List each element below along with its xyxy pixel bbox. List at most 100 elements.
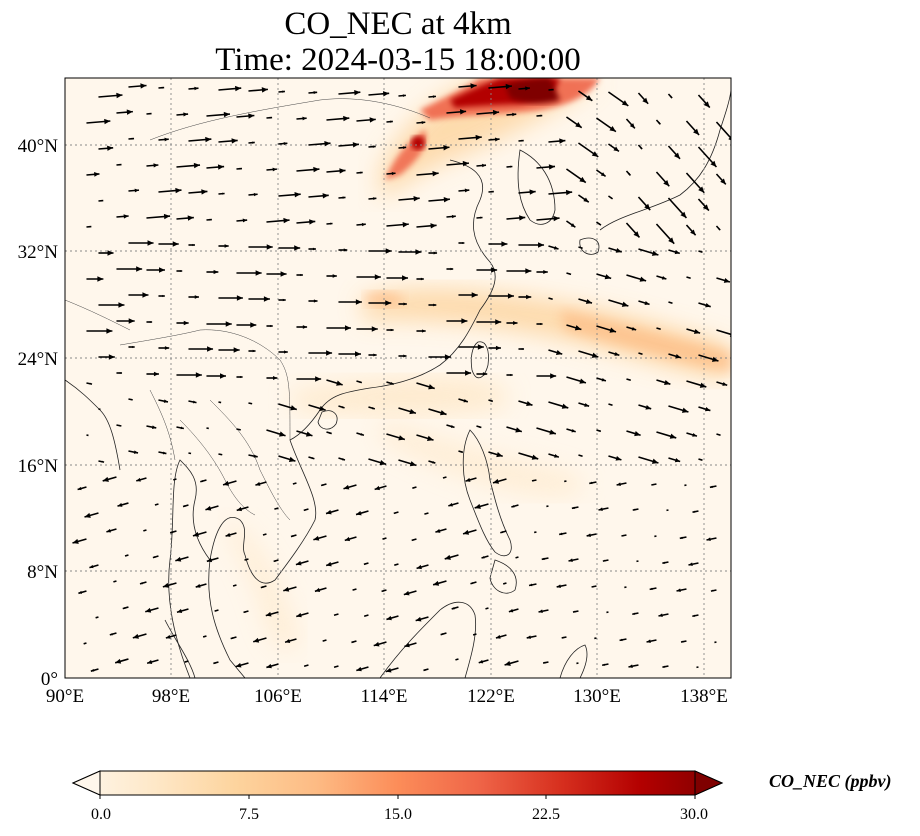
wind-arrowhead bbox=[313, 91, 318, 95]
wind-arrowhead bbox=[539, 114, 543, 117]
wind-arrowhead bbox=[464, 188, 470, 193]
border-myanmar bbox=[149, 389, 176, 461]
coastline-mindanao bbox=[489, 559, 517, 594]
wind-arrowhead bbox=[432, 170, 439, 177]
wind-arrowhead bbox=[621, 301, 629, 307]
wind-arrowhead bbox=[209, 218, 212, 221]
wind-arrowhead bbox=[432, 95, 436, 98]
wind-arrowhead bbox=[265, 611, 272, 617]
border-china-south bbox=[119, 329, 291, 441]
wind-arrowhead bbox=[194, 295, 199, 299]
wind-arrow bbox=[715, 121, 731, 140]
wind-arrowhead bbox=[282, 90, 285, 93]
wind-arrowhead bbox=[255, 481, 261, 486]
border-india bbox=[65, 299, 131, 331]
wind-arrowhead bbox=[646, 639, 651, 643]
wind-arrowhead bbox=[461, 318, 468, 324]
lon-tick-label: 122°E bbox=[467, 686, 515, 707]
wind-arrowhead bbox=[500, 530, 504, 534]
wind-arrowhead bbox=[360, 171, 363, 174]
border-laos-vietnam bbox=[209, 399, 291, 521]
wind-arrowhead bbox=[435, 528, 441, 533]
wind-arrowhead bbox=[195, 583, 201, 588]
wind-arrowhead bbox=[305, 431, 313, 437]
colorbar bbox=[71, 770, 724, 799]
wind-arrowhead bbox=[510, 373, 513, 377]
wind-arrowhead bbox=[302, 325, 308, 329]
wind-arrowhead bbox=[270, 324, 273, 328]
wind-arrowhead bbox=[371, 407, 375, 410]
wind-arrowhead bbox=[688, 277, 691, 279]
wind-arrowhead bbox=[495, 319, 502, 325]
wind-arrowhead bbox=[621, 100, 629, 106]
wind-arrowhead bbox=[485, 607, 487, 610]
wind-arrowhead bbox=[236, 295, 243, 301]
wind-arrowhead bbox=[636, 560, 638, 562]
wind-arrowhead bbox=[495, 634, 501, 639]
wind-arrowhead bbox=[398, 435, 405, 441]
wind-arrowhead bbox=[692, 433, 697, 437]
wind-arrowhead bbox=[283, 217, 290, 224]
wind-arrowhead bbox=[479, 426, 482, 428]
wind-arrowhead bbox=[149, 320, 153, 324]
wind-arrowhead bbox=[531, 479, 534, 482]
wind-arrowhead bbox=[252, 141, 255, 144]
coastline-sumatra bbox=[164, 619, 196, 678]
wind-arrowhead bbox=[108, 354, 115, 360]
figure-title-line2: Time: 2024-03-15 18:00:00 bbox=[215, 42, 581, 78]
wind-arrowhead bbox=[628, 379, 631, 381]
wind-arrowhead bbox=[143, 529, 145, 532]
lat-tick-label: 32°N bbox=[18, 242, 59, 263]
wind-arrowhead bbox=[128, 318, 135, 324]
wind-arrowhead bbox=[288, 456, 296, 462]
wind-arrowhead bbox=[117, 502, 123, 507]
wind-arrowhead bbox=[614, 352, 620, 356]
wind-arrowhead bbox=[312, 247, 316, 251]
wind-arrowhead bbox=[633, 231, 640, 238]
wind-arrowhead bbox=[475, 134, 482, 141]
wind-arrowhead bbox=[585, 95, 593, 101]
wind-arrowhead bbox=[266, 244, 273, 250]
lat-tick-label: 0° bbox=[41, 669, 58, 690]
wind-arrowhead bbox=[568, 558, 573, 562]
wind-arrowhead bbox=[255, 270, 262, 276]
wind-arrowhead bbox=[233, 347, 240, 353]
wind-arrowhead bbox=[356, 510, 362, 516]
wind-arrowhead bbox=[122, 606, 126, 610]
wind-arrowhead bbox=[132, 633, 139, 639]
wind-arrowhead bbox=[403, 302, 407, 306]
wind-arrowhead bbox=[415, 249, 422, 255]
wind-arrowhead bbox=[645, 405, 652, 410]
wind-arrowhead bbox=[421, 120, 426, 125]
wind-arrowhead bbox=[459, 109, 467, 115]
wind-arrowhead bbox=[217, 164, 225, 170]
wind-arrowhead bbox=[311, 457, 315, 460]
wind-arrowhead bbox=[684, 484, 686, 486]
wind-arrowhead bbox=[162, 582, 170, 588]
plume-east-china-sea-core bbox=[560, 310, 731, 372]
wind-arrowhead bbox=[139, 581, 143, 585]
lat-tick-label: 40°N bbox=[18, 136, 59, 157]
plume-maximum bbox=[505, 78, 560, 104]
wind-arrowhead bbox=[639, 146, 643, 150]
wind-arrowhead bbox=[193, 400, 197, 404]
wind-arrowhead bbox=[512, 112, 517, 117]
wind-arrowhead bbox=[173, 478, 175, 481]
wind-arrowhead bbox=[183, 320, 189, 326]
wind-arrowhead bbox=[584, 403, 590, 407]
wind-arrowhead bbox=[681, 640, 684, 643]
wind-arrowhead bbox=[576, 662, 578, 664]
wind-arrowhead bbox=[203, 635, 205, 638]
colorbar-tick-label: 0.0 bbox=[91, 806, 111, 823]
wind-arrowhead bbox=[580, 455, 583, 457]
wind-arrowhead bbox=[239, 167, 242, 170]
wind-arrowhead bbox=[164, 137, 169, 142]
wind-arrowhead bbox=[213, 661, 216, 664]
wind-arrowhead bbox=[492, 109, 500, 116]
wind-arrowhead bbox=[382, 91, 390, 97]
wind-arrowhead bbox=[136, 477, 141, 482]
colorbar-tick-label: 15.0 bbox=[384, 806, 412, 823]
wind-arrowhead bbox=[640, 353, 643, 355]
wind-arrowhead bbox=[663, 179, 670, 187]
